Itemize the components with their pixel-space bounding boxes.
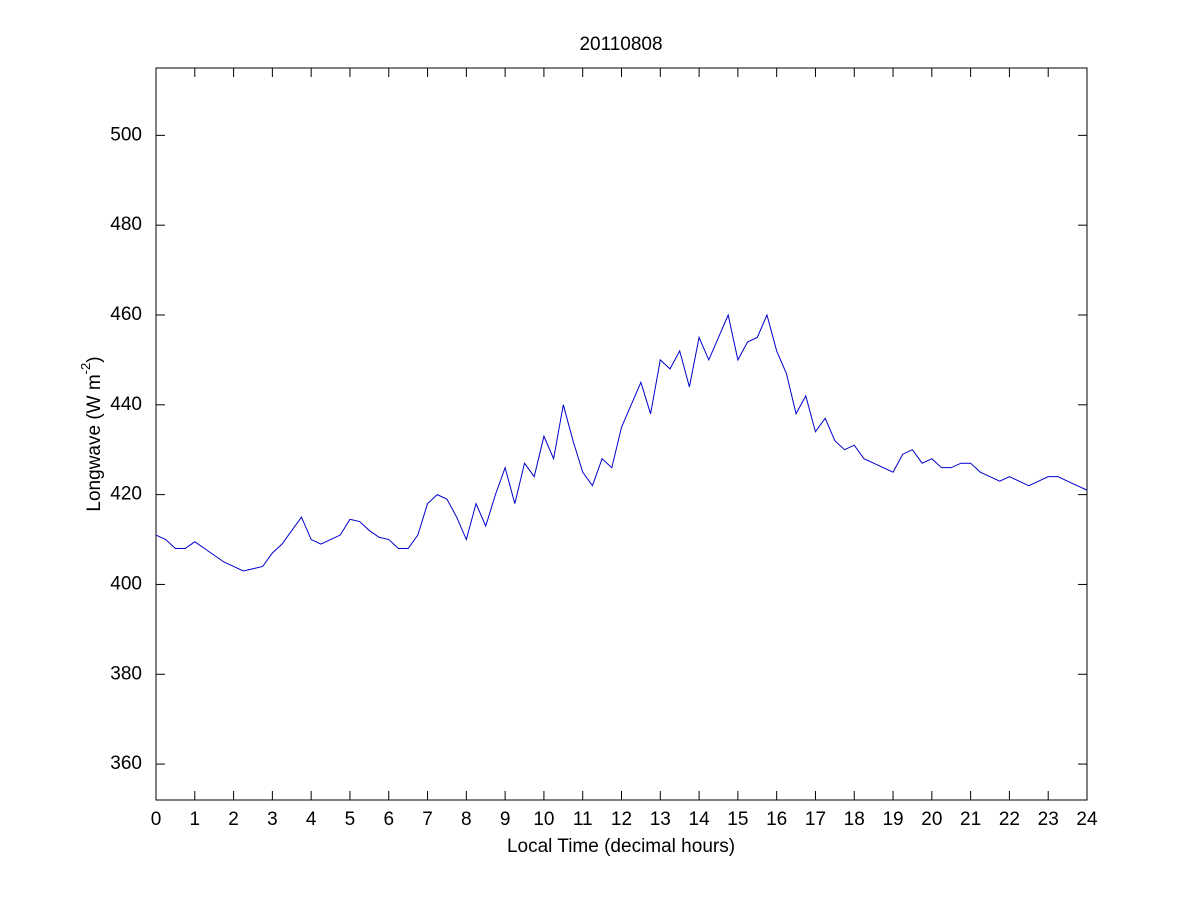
- y-axis-label: Longwave (W m-2): [78, 356, 105, 511]
- x-tick-label: 16: [766, 809, 787, 830]
- plot-box: [155, 67, 1088, 801]
- y-tick-label: 380: [110, 663, 142, 684]
- x-tick-label: 3: [267, 809, 278, 830]
- x-tick-label: 18: [844, 809, 865, 830]
- x-tick-label: 24: [1076, 809, 1098, 830]
- y-tick-label: 420: [110, 484, 142, 505]
- chart-title: 20110808: [579, 34, 662, 55]
- x-tick-label: 20: [921, 809, 942, 830]
- y-axis-label-main: Longwave (W m: [84, 374, 105, 511]
- y-tick-label: 460: [110, 304, 142, 325]
- y-tick-label: 480: [110, 214, 142, 235]
- x-tick-label: 5: [345, 809, 356, 830]
- y-tick-label: 360: [110, 753, 142, 774]
- x-tick-label: 1: [190, 809, 201, 830]
- x-tick-label: 10: [533, 809, 554, 830]
- x-tick-label: 0: [151, 809, 162, 830]
- x-tick-label: 23: [1038, 809, 1059, 830]
- x-tick-label: 22: [999, 809, 1020, 830]
- x-tick-label: 9: [500, 809, 511, 830]
- y-tick-label: 440: [110, 394, 142, 415]
- y-tick-label: 500: [110, 124, 142, 145]
- y-axis-label-sup: -2: [78, 363, 93, 375]
- x-tick-label: 11: [573, 809, 593, 830]
- x-tick-label: 4: [306, 809, 317, 830]
- x-tick-label: 21: [960, 809, 981, 830]
- y-axis-label-tail: ): [84, 356, 105, 362]
- x-tick-label: 12: [611, 809, 632, 830]
- data-line: [155, 313, 1088, 572]
- x-tick-label: 7: [422, 809, 433, 830]
- x-tick-label: 19: [882, 809, 903, 830]
- x-tick-label: 13: [650, 809, 671, 830]
- x-tick-label: 14: [689, 809, 711, 830]
- x-tick-label: 17: [805, 809, 826, 830]
- x-axis-label: Local Time (decimal hours): [507, 836, 735, 857]
- x-tick-label: 2: [228, 809, 239, 830]
- x-tick-label: 15: [727, 809, 748, 830]
- x-tick-label: 8: [461, 809, 472, 830]
- x-tick-label: 6: [383, 809, 394, 830]
- y-tick-label: 400: [110, 573, 142, 594]
